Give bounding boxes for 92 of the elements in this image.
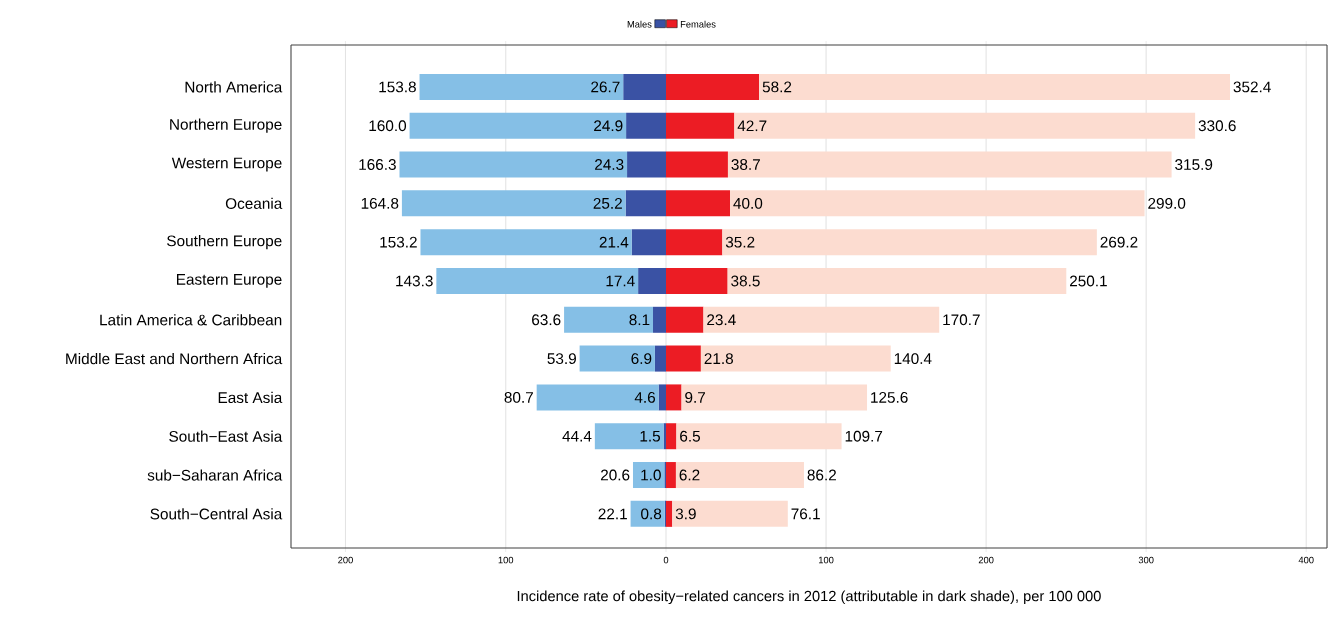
bar — [436, 267, 639, 294]
bar — [672, 500, 788, 527]
bar — [730, 190, 1145, 217]
bar — [676, 423, 842, 450]
total-label: 63.6 — [532, 314, 561, 326]
x-tick-label: 0 — [663, 556, 669, 564]
bar — [727, 267, 1067, 294]
y-tick-label: South−Central Asia — [150, 508, 283, 520]
x-tick-label: 200 — [978, 556, 994, 564]
y-tick-label: Latin America & Caribbean — [100, 314, 282, 326]
total-label: 164.8 — [361, 197, 399, 209]
total-label: 140.4 — [894, 353, 932, 365]
data-label: 21.4 — [599, 236, 629, 248]
bar — [579, 345, 655, 372]
data-label: 17.4 — [606, 275, 635, 287]
total-label: 76.1 — [791, 508, 820, 520]
legend-label: Females — [680, 20, 716, 28]
total-label: 22.1 — [598, 508, 627, 520]
total-label: 143.3 — [396, 275, 433, 287]
bar — [681, 384, 868, 411]
x-tick-label: 200 — [338, 556, 353, 564]
total-label: 166.3 — [359, 159, 396, 170]
data-label: 0.8 — [641, 508, 662, 520]
bar — [409, 112, 627, 139]
total-label: 153.8 — [379, 81, 416, 93]
bar — [666, 500, 673, 527]
y-tick-label: sub−Saharan Africa — [147, 469, 283, 481]
data-label: 9.7 — [685, 391, 706, 403]
total-label: 170.7 — [943, 314, 980, 326]
bar — [401, 190, 626, 217]
bar — [536, 384, 659, 411]
data-label: 21.8 — [704, 353, 734, 365]
total-label: 86.2 — [807, 469, 836, 481]
y-tick-label: Western Europe — [171, 157, 282, 172]
y-tick-label: East Asia — [218, 391, 283, 404]
legend-label: Males — [627, 20, 652, 28]
total-label: 125.6 — [871, 391, 908, 403]
total-label: 20.6 — [600, 469, 630, 481]
y-tick-label: North America — [185, 81, 283, 93]
bar — [420, 229, 632, 256]
bar — [722, 229, 1097, 256]
x-tick-label: 400 — [1298, 556, 1314, 564]
y-tick-label: Northern Europe — [170, 118, 282, 133]
data-label: 8.1 — [629, 314, 650, 326]
data-label: 25.2 — [593, 197, 622, 209]
total-label: 44.4 — [562, 430, 592, 442]
data-label: 38.5 — [731, 275, 760, 287]
data-label: 26.7 — [591, 81, 620, 93]
x-tick-label: 100 — [498, 556, 514, 564]
total-label: 80.7 — [504, 391, 533, 403]
bar — [399, 151, 628, 178]
y-tick-label: Oceania — [225, 197, 283, 209]
total-label: 160.0 — [369, 120, 407, 132]
bar — [419, 73, 624, 100]
data-label: 23.4 — [707, 314, 736, 326]
y-tick-label: Middle East and Northern Africa — [66, 352, 283, 365]
total-label: 109.7 — [845, 430, 883, 442]
data-label: 38.7 — [731, 159, 760, 170]
x-tick-label: 300 — [1138, 556, 1154, 564]
y-tick-label: Southern Europe — [167, 235, 282, 250]
data-label: 6.5 — [680, 430, 701, 442]
data-label: 35.2 — [725, 236, 755, 248]
bar — [703, 306, 940, 333]
data-label: 1.5 — [640, 430, 661, 442]
x-tick-label: 100 — [818, 556, 834, 564]
bar — [727, 151, 1172, 178]
bar — [759, 73, 1231, 100]
total-label: 330.6 — [1198, 120, 1236, 132]
x-axis-title: Incidence rate of obesity−related cancers in 2012 (attributable in dark shade), per 100 000 — [517, 590, 1101, 605]
data-label: 24.9 — [594, 120, 623, 132]
total-label: 315.9 — [1175, 159, 1213, 170]
bar — [675, 462, 804, 489]
data-label: 6.9 — [631, 353, 652, 365]
y-tick-label: Eastern Europe — [176, 274, 282, 288]
data-label: 58.2 — [762, 81, 792, 93]
data-label: 24.3 — [595, 159, 624, 170]
data-label: 4.6 — [634, 391, 656, 403]
data-label: 40.0 — [733, 197, 763, 209]
total-label: 53.9 — [547, 353, 576, 365]
data-label: 1.0 — [641, 469, 661, 481]
y-tick-label: South−East Asia — [169, 430, 283, 442]
bar — [734, 112, 1196, 139]
bar — [700, 345, 891, 372]
total-label: 299.0 — [1148, 197, 1186, 209]
total-label: 352.4 — [1233, 81, 1271, 93]
total-label: 269.2 — [1100, 236, 1138, 248]
data-label: 6.2 — [679, 469, 700, 481]
bar — [564, 306, 654, 333]
total-label: 250.1 — [1070, 275, 1107, 287]
data-label: 3.9 — [675, 508, 696, 520]
total-label: 153.2 — [380, 236, 417, 248]
data-label: 42.7 — [737, 120, 767, 132]
